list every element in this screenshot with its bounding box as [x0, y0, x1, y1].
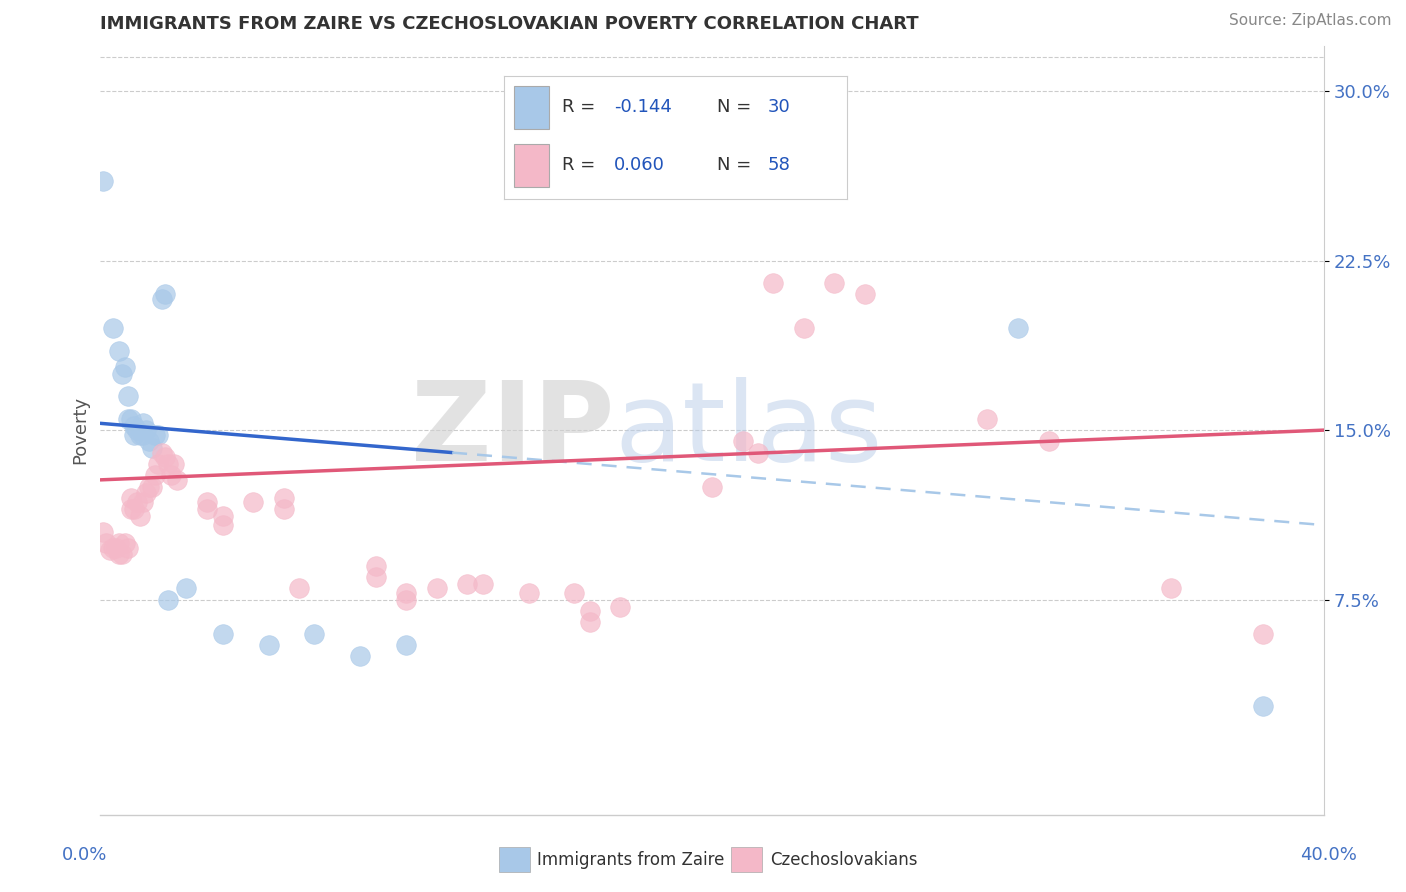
Point: [211, 626, 233, 640]
Point: [141, 441, 163, 455]
Point: [159, 468, 181, 483]
Point: [101, 541, 124, 555]
Point: [135, 423, 157, 437]
Point: [1160, 582, 1182, 596]
Point: [122, 502, 145, 516]
Point: [174, 582, 197, 596]
Point: [976, 412, 998, 426]
Point: [111, 548, 134, 562]
Point: [153, 450, 176, 465]
Point: [156, 592, 179, 607]
Point: [107, 536, 129, 550]
Point: [145, 468, 167, 483]
Point: [125, 423, 148, 437]
Text: ZIP: ZIP: [411, 376, 614, 483]
Point: [122, 427, 145, 442]
Point: [257, 638, 280, 652]
Text: Source: ZipAtlas.com: Source: ZipAtlas.com: [1229, 13, 1392, 29]
Point: [166, 473, 188, 487]
Point: [762, 276, 785, 290]
Point: [609, 599, 631, 614]
Point: [824, 276, 846, 290]
Point: [456, 577, 478, 591]
Point: [273, 491, 295, 505]
Point: [364, 558, 387, 573]
Point: [93, 524, 115, 539]
Point: [150, 292, 173, 306]
Point: [197, 502, 219, 516]
Point: [1007, 321, 1029, 335]
Point: [395, 638, 418, 652]
Point: [96, 536, 118, 550]
Point: [122, 418, 145, 433]
Point: [120, 491, 142, 505]
Point: [107, 548, 129, 562]
Text: 0.0%: 0.0%: [62, 846, 107, 863]
Text: atlas: atlas: [614, 376, 883, 483]
Point: [853, 287, 876, 301]
Point: [107, 343, 129, 358]
Point: [395, 592, 418, 607]
Point: [141, 480, 163, 494]
Point: [242, 495, 264, 509]
Point: [156, 457, 179, 471]
Point: [349, 649, 371, 664]
Point: [273, 502, 295, 516]
Point: [211, 509, 233, 524]
Point: [1038, 434, 1060, 449]
Point: [125, 495, 148, 509]
Point: [150, 446, 173, 460]
Point: [138, 480, 160, 494]
Point: [104, 541, 127, 555]
Point: [132, 417, 155, 431]
Point: [98, 543, 121, 558]
Point: [747, 446, 769, 460]
Point: [197, 495, 219, 509]
Point: [101, 321, 124, 335]
Y-axis label: Poverty: Poverty: [72, 396, 89, 464]
Point: [700, 480, 723, 494]
Point: [114, 536, 136, 550]
Point: [1251, 698, 1274, 713]
Point: [731, 434, 754, 449]
Point: [1251, 626, 1274, 640]
Point: [120, 502, 142, 516]
Point: [93, 174, 115, 188]
Point: [517, 586, 540, 600]
Point: [138, 434, 160, 449]
Point: [117, 389, 139, 403]
Point: [471, 577, 494, 591]
Point: [578, 615, 600, 630]
Point: [564, 586, 586, 600]
Point: [153, 287, 176, 301]
Text: 40.0%: 40.0%: [1301, 846, 1357, 863]
Point: [117, 541, 139, 555]
Point: [117, 412, 139, 426]
Point: [211, 518, 233, 533]
Point: [148, 427, 170, 442]
Point: [111, 367, 134, 381]
Point: [145, 427, 167, 442]
Point: [163, 457, 186, 471]
Point: [120, 412, 142, 426]
Point: [132, 427, 155, 442]
Text: IMMIGRANTS FROM ZAIRE VS CZECHOSLOVAKIAN POVERTY CORRELATION CHART: IMMIGRANTS FROM ZAIRE VS CZECHOSLOVAKIAN…: [100, 15, 920, 33]
Point: [132, 495, 155, 509]
Text: Czechoslovakians: Czechoslovakians: [770, 851, 918, 869]
Point: [148, 457, 170, 471]
Point: [395, 586, 418, 600]
Point: [129, 509, 152, 524]
Point: [129, 427, 152, 442]
Point: [135, 486, 157, 500]
Point: [304, 626, 326, 640]
Point: [364, 570, 387, 584]
Point: [578, 604, 600, 618]
Point: [426, 582, 449, 596]
Text: Immigrants from Zaire: Immigrants from Zaire: [537, 851, 724, 869]
Point: [793, 321, 815, 335]
Point: [288, 582, 311, 596]
Point: [114, 359, 136, 374]
